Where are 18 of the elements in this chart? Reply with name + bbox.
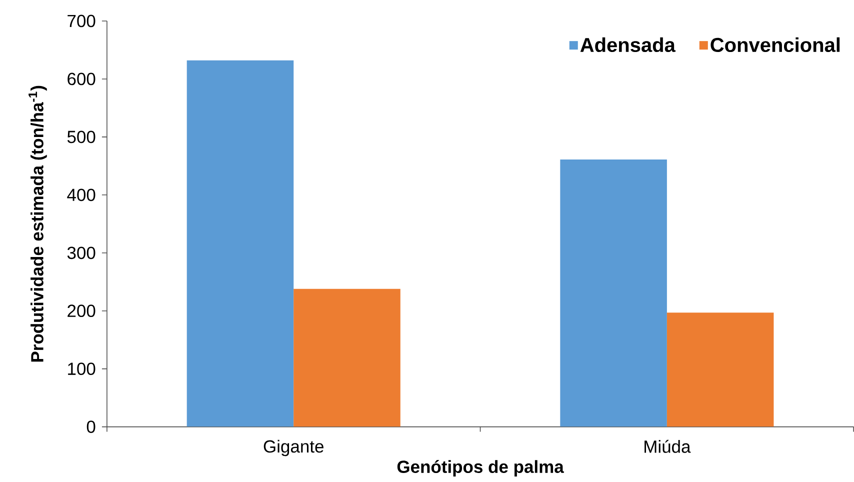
y-tick-label: 700 bbox=[68, 14, 96, 28]
y-tick-label: 100 bbox=[68, 362, 96, 375]
x-tick-label: Miúda bbox=[644, 440, 691, 453]
y-tick-label: 600 bbox=[68, 72, 96, 86]
bar bbox=[186, 60, 294, 427]
y-tick-label: 0 bbox=[86, 420, 96, 433]
y-tick-label: 200 bbox=[68, 304, 96, 317]
bar bbox=[666, 312, 774, 427]
legend-label: Adensada bbox=[580, 37, 676, 52]
x-tick-label: Gigante bbox=[264, 440, 324, 456]
bar bbox=[294, 288, 400, 427]
y-tick-label: 400 bbox=[67, 188, 96, 201]
y-tick-label: 500 bbox=[67, 130, 96, 143]
x-axis-title: Genótipos de palma bbox=[397, 460, 564, 476]
y-axis-title: Produtividade estimada (ton/ha$^{-1}$) bbox=[28, 86, 47, 362]
y-tick-label: 300 bbox=[67, 246, 96, 259]
legend-label: Convencional bbox=[710, 37, 840, 52]
bar bbox=[560, 159, 667, 427]
